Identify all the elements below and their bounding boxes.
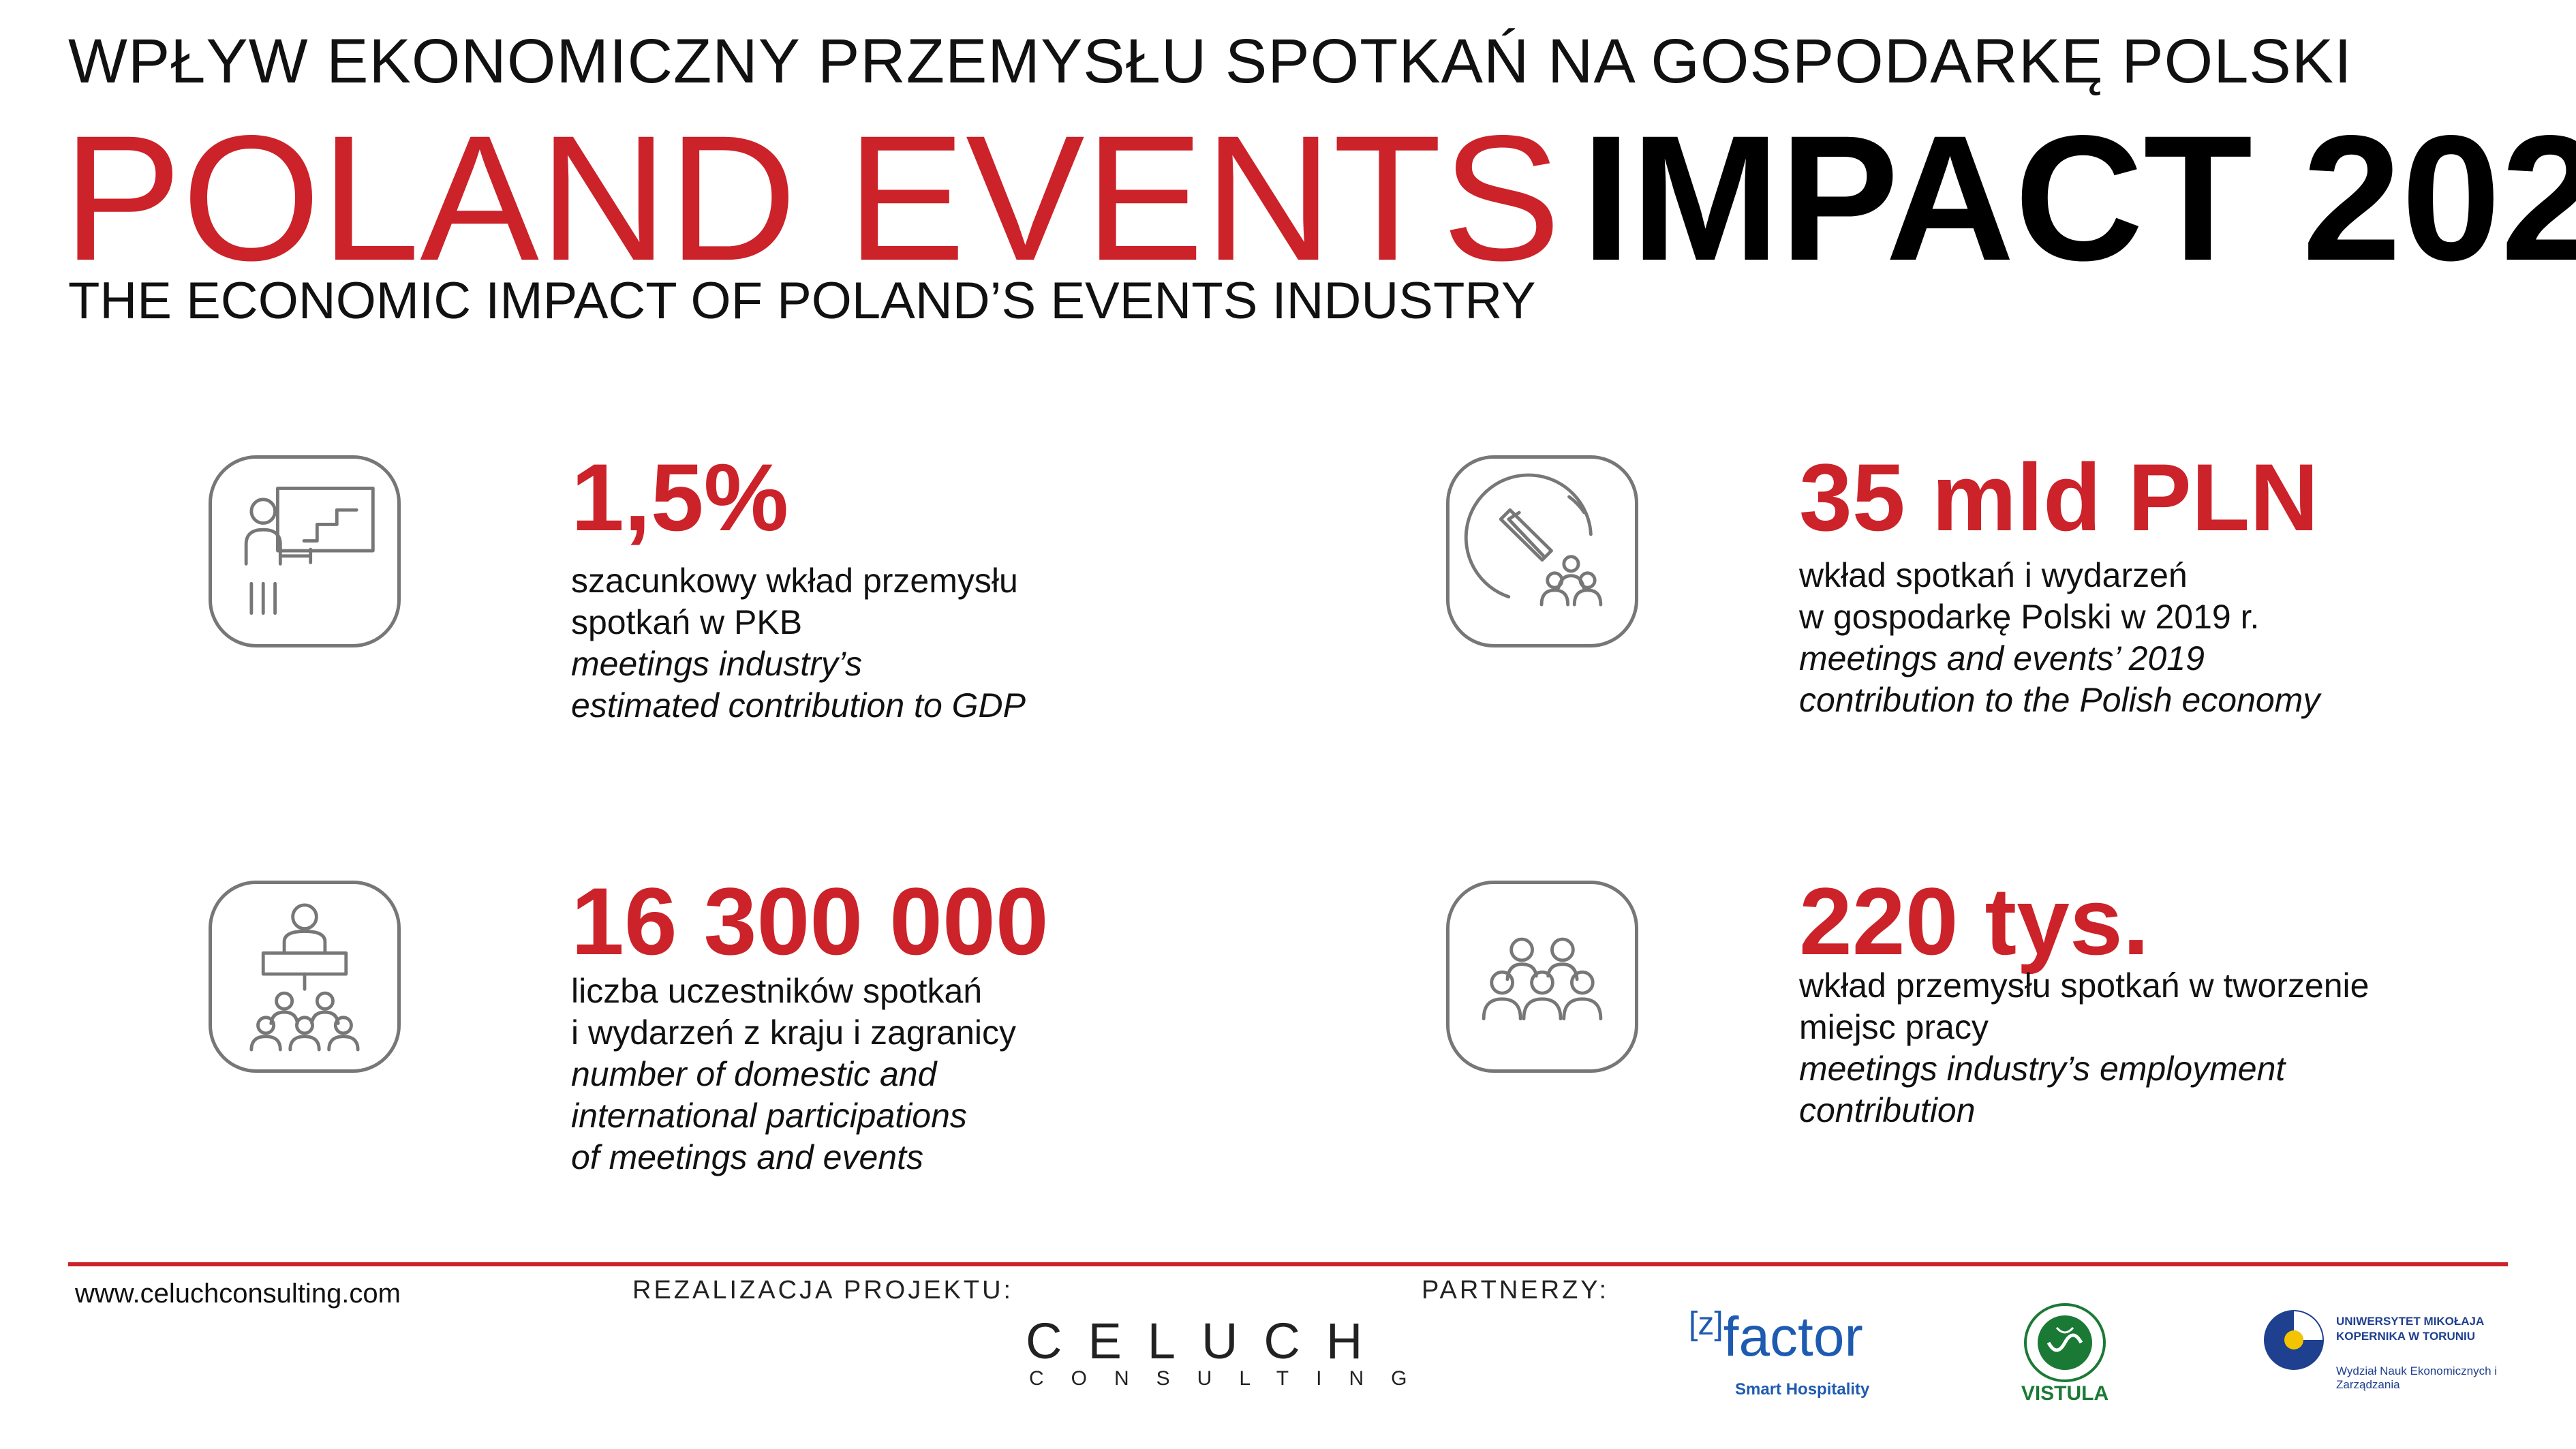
stat-description-employment: wkład przemysłu spotkań w tworzenie miej…	[1799, 965, 2508, 1131]
zfactor-word: factor	[1723, 1306, 1863, 1368]
stat-value-participants: 16 300 000	[571, 868, 1049, 975]
stat-pl-line: szacunkowy wkład przemysłu	[571, 562, 1018, 600]
vistula-emblem-icon	[2017, 1303, 2113, 1388]
speaker-audience-icon	[209, 881, 401, 1073]
stat-value-employment: 220 tys.	[1799, 868, 2149, 975]
stat-pl-line: wkład przemysłu spotkań w tworzenie	[1799, 966, 2370, 1005]
stat-pl-line: i wydarzeń z kraju i zagranicy	[571, 1013, 1017, 1052]
umk-title: UNIWERSYTET MIKOŁAJA KOPERNIKA W TORUNIU	[2336, 1315, 2484, 1343]
stat-en-line: contribution to the Polish economy	[1799, 681, 2320, 719]
stat-en-line: number of domestic and	[571, 1055, 937, 1093]
zfactor-logo: [z]factor Smart Hospitality	[1689, 1305, 1869, 1399]
celuch-logo-top: CELUCH	[1026, 1313, 1389, 1369]
stat-en-line: estimated contribution to GDP	[571, 686, 1026, 724]
stat-description-participants: liczba uczestników spotkań i wydarzeń z …	[571, 971, 1184, 1178]
zfactor-subtitle: Smart Hospitality	[1735, 1380, 1870, 1399]
stat-en-line: meetings and events’ 2019	[1799, 639, 2205, 677]
vistula-label: VISTULA	[2021, 1382, 2109, 1405]
main-title-red: POLAND EVENTS	[63, 98, 1561, 298]
header-title-polish: WPŁYW EKONOMICZNY PRZEMYSŁU SPOTKAŃ NA G…	[68, 27, 2352, 96]
footer-divider	[68, 1262, 2508, 1266]
stat-en-line: meetings industry’s employment	[1799, 1050, 2286, 1088]
stat-en-line: international participations	[571, 1097, 967, 1135]
growth-audience-icon	[1446, 455, 1638, 647]
umk-subtitle: Wydział Nauk Ekonomicznych i Zarządzania	[2336, 1364, 2498, 1391]
stat-en-line: contribution	[1799, 1091, 1976, 1129]
main-title-black: IMPACT 2020	[1581, 98, 2576, 298]
stat-pl-line: wkład spotkań i wydarzeń	[1799, 556, 2188, 594]
footer-website-link[interactable]: www.celuchconsulting.com	[75, 1279, 401, 1309]
stat-en-line: meetings industry’s	[571, 645, 863, 683]
stat-description-gdp: szacunkowy wkład przemysłu spotkań w PKB…	[571, 560, 1184, 727]
people-group-icon	[1446, 881, 1638, 1073]
stat-value-economy: 35 mld PLN	[1799, 444, 2319, 551]
partners-label: PARTNERZY:	[1422, 1276, 1610, 1305]
stat-en-line: of meetings and events	[571, 1138, 923, 1176]
zfactor-bracket: [z]	[1689, 1306, 1723, 1342]
stat-pl-line: miejsc pracy	[1799, 1008, 1989, 1046]
stat-value-gdp: 1,5%	[571, 444, 789, 551]
project-label: REZALIZACJA PROJEKTU:	[632, 1276, 1014, 1305]
stat-description-economy: wkład spotkań i wydarzeń w gospodarkę Po…	[1799, 555, 2481, 721]
umk-emblem-icon	[2263, 1309, 2325, 1371]
header-subtitle-english: THE ECONOMIC IMPACT OF POLAND’S EVENTS I…	[68, 272, 1536, 330]
presentation-icon	[209, 455, 401, 647]
stat-pl-line: w gospodarkę Polski w 2019 r.	[1799, 598, 2260, 636]
celuch-logo-bottom: CONSULTING	[1029, 1367, 1435, 1390]
stat-pl-line: liczba uczestników spotkań	[571, 972, 983, 1010]
stat-pl-line: spotkań w PKB	[571, 603, 803, 641]
